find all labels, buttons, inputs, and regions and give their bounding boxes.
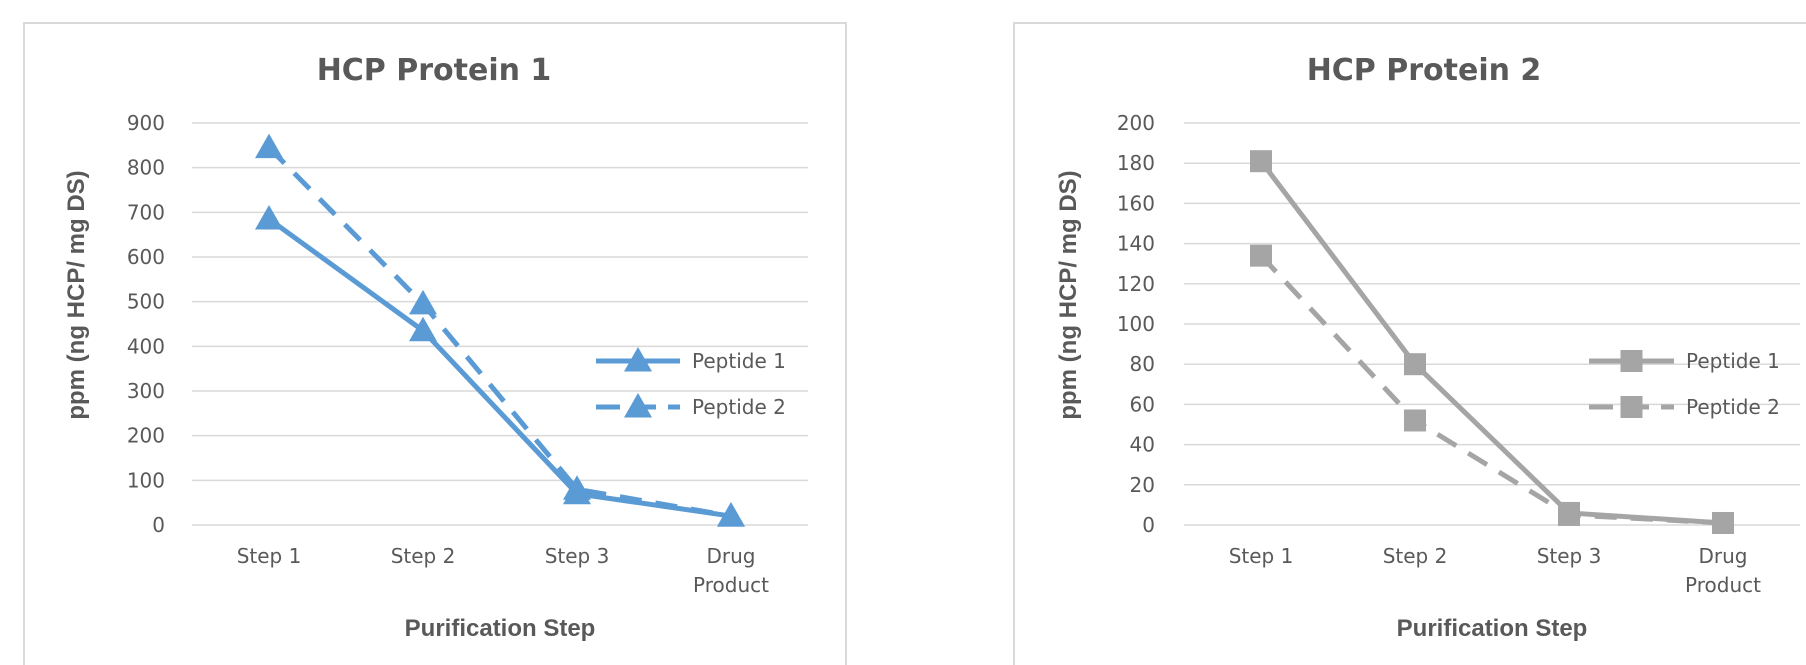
chart-frame	[1013, 22, 1806, 665]
y-tick-label: 160	[1117, 191, 1155, 215]
legend-marker	[1620, 396, 1643, 418]
x-tick-label: Step 1	[1229, 544, 1294, 568]
series-1	[255, 205, 745, 527]
data-point	[563, 475, 591, 500]
x-axis-title: Purification Step	[1397, 615, 1588, 642]
legend-entry: Peptide 2	[596, 393, 786, 419]
data-point	[1404, 353, 1426, 376]
legend-entry: Peptide 1	[1589, 349, 1780, 373]
y-axis-title: ppm (ng HCP/ mg DS)	[1055, 170, 1082, 419]
legend-marker	[624, 393, 652, 418]
y-tick-label: 300	[127, 379, 165, 403]
data-point	[1250, 150, 1272, 173]
series-line	[267, 217, 732, 519]
x-tick-label: Drug Product	[1685, 544, 1761, 597]
y-tick-label: 800	[127, 156, 165, 180]
legend-marker	[1620, 350, 1643, 372]
x-tick-label: Step 2	[1383, 544, 1448, 568]
chart-title: HCP Protein 1	[317, 53, 552, 88]
data-point	[1558, 503, 1580, 526]
y-tick-label: 180	[1117, 151, 1155, 175]
data-point	[255, 205, 283, 230]
series-1	[1250, 150, 1734, 534]
y-tick-label: 200	[127, 424, 165, 448]
y-tick-label: 200	[1117, 111, 1155, 135]
legend-marker	[624, 347, 652, 372]
y-tick-label: 700	[127, 200, 165, 224]
data-point	[717, 502, 745, 527]
x-tick-label: Step 2	[391, 544, 456, 568]
y-axis-title: ppm (ng HCP/ mg DS)	[63, 170, 90, 419]
y-tick-label: 500	[127, 290, 165, 314]
data-point	[1404, 409, 1426, 432]
y-tick-label: 400	[127, 334, 165, 358]
y-tick-label: 40	[1130, 433, 1155, 457]
x-tick-label: Step 3	[1537, 544, 1602, 568]
x-tick-label: Drug Product	[693, 544, 769, 597]
x-tick-label: Step 3	[545, 544, 610, 568]
y-tick-label: 0	[152, 513, 165, 537]
legend-label: Peptide 2	[1686, 395, 1780, 419]
chart-svg-2: HCP Protein 2 0 20 40 60 80 100 120 140 160 180 200…	[1013, 22, 1806, 665]
series-line	[1259, 253, 1724, 526]
y-tick-label: 120	[1117, 272, 1155, 296]
legend-label: Peptide 1	[692, 349, 786, 373]
y-tick-label: 20	[1130, 473, 1155, 497]
legend-label: Peptide 2	[692, 395, 786, 419]
chart-svg-1: HCP Protein 1 0 100 200 300 400 500 600 700 800 90…	[23, 22, 847, 665]
data-point	[409, 289, 437, 315]
chart-hcp-protein-2: HCP Protein 2 0 20 40 60 80 100 120 140 160 180 200…	[992, 0, 1806, 665]
data-point	[1712, 511, 1734, 534]
y-tick-label: 600	[127, 245, 165, 269]
data-point	[1250, 244, 1272, 267]
y-tick-label: 900	[127, 111, 165, 135]
legend-label: Peptide 1	[1686, 349, 1780, 373]
y-tick-label: 0	[1142, 513, 1155, 537]
x-axis-title: Purification Step	[405, 615, 596, 642]
series-line	[1259, 159, 1724, 526]
x-tick-label: Step 1	[237, 544, 302, 568]
legend-entry: Peptide 2	[1589, 395, 1780, 419]
y-tick-label: 60	[1130, 392, 1155, 416]
y-tick-label: 140	[1117, 232, 1155, 256]
data-point	[409, 316, 437, 342]
y-tick-label: 100	[1117, 312, 1155, 336]
series-2	[1250, 244, 1734, 534]
legend-entry: Peptide 1	[596, 347, 786, 373]
y-tick-label: 80	[1130, 352, 1155, 376]
y-tick-label: 100	[127, 468, 165, 492]
data-point	[255, 133, 283, 159]
chart-title: HCP Protein 2	[1307, 53, 1542, 88]
chart-hcp-protein-1: HCP Protein 1 0 100 200 300 400 500 600 700 800 90…	[0, 0, 860, 665]
chart-frame	[23, 22, 847, 665]
series-line	[267, 145, 732, 519]
series-2	[255, 133, 745, 527]
